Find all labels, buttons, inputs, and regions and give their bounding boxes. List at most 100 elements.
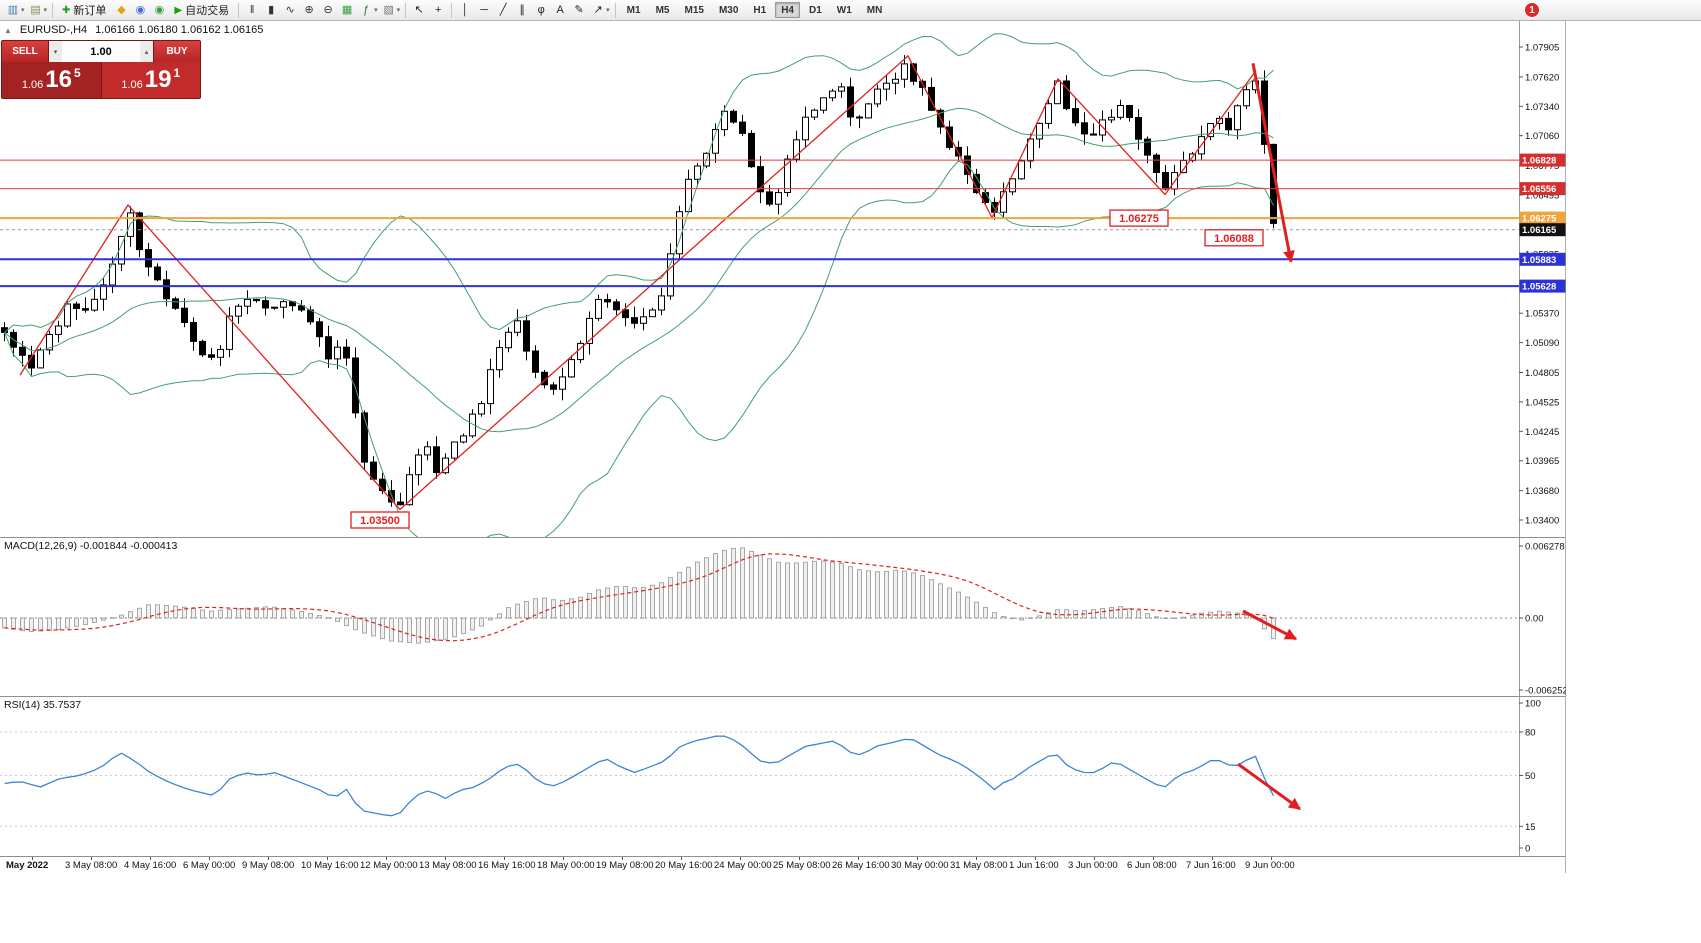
svg-text:1.07340: 1.07340 (1525, 102, 1559, 113)
buy-button[interactable]: BUY (154, 41, 200, 62)
label-icon[interactable]: ✎ (574, 3, 584, 16)
time-axis-label: 13 May 08:00 (419, 860, 477, 871)
volume-up-icon[interactable]: ▴ (140, 41, 153, 62)
trendline-icon[interactable]: ╱ (499, 3, 507, 16)
candlestick-type-icon[interactable]: ▮ (268, 3, 275, 16)
time-axis-label: 6 May 00:00 (183, 860, 236, 871)
time-axis-label: 26 May 16:00 (832, 860, 890, 871)
time-axis-tick (1212, 857, 1213, 860)
one-click-collapse-icon[interactable]: ▲ (4, 25, 12, 35)
macd-signal-line (4, 553, 1274, 642)
svg-text:1.07905: 1.07905 (1525, 43, 1559, 54)
svg-text:1.03500: 1.03500 (360, 515, 400, 527)
svg-text:1.04245: 1.04245 (1525, 427, 1559, 438)
time-axis-label: 9 Jun 00:00 (1245, 860, 1295, 871)
svg-text:1.06275: 1.06275 (1119, 213, 1159, 225)
macd-chart[interactable]: 0.006278 0.00 -0.006252 (0, 538, 1566, 696)
chart-window-eurusd-h4[interactable]: 1.079051.076201.073401.070601.067751.064… (0, 21, 1566, 873)
price-chart-panel[interactable]: 1.079051.076201.073401.070601.067751.064… (0, 21, 1566, 537)
zoom-out-icon[interactable]: ⊖ (323, 3, 333, 16)
time-axis-label: 24 May 00:00 (714, 860, 772, 871)
timeframe-m15[interactable]: M15 (684, 5, 704, 16)
line-chart-type-icon[interactable]: ∿ (285, 3, 295, 16)
volume-down-icon[interactable]: ▾ (49, 41, 62, 62)
svg-text:1.06556: 1.06556 (1522, 184, 1556, 195)
horizontal-line-icon[interactable]: ─ (480, 3, 489, 16)
buy-price-prefix: 1.06 (121, 78, 143, 91)
new-order-button-icon: ✚ (62, 4, 71, 16)
svg-text:100: 100 (1525, 699, 1541, 710)
svg-text:0.006278: 0.006278 (1525, 542, 1565, 553)
notification-badge[interactable]: 1 (1524, 2, 1540, 18)
volume-stepper[interactable]: ▾ ▴ (48, 41, 154, 62)
macd-panel[interactable]: 0.006278 0.00 -0.006252 MACD(12,26,9) -0.0… (0, 538, 1566, 696)
svg-text:1.07060: 1.07060 (1525, 131, 1559, 142)
text-icon[interactable]: A (556, 3, 564, 16)
vertical-line-icon[interactable]: │ (461, 3, 469, 16)
time-axis-tick (32, 857, 33, 860)
templates-icon[interactable]: ▧ (383, 3, 394, 16)
profiles-icon-dropdown[interactable]: ▾ (43, 7, 48, 14)
equidistant-channel-icon[interactable]: ∥ (519, 3, 525, 16)
sell-button[interactable]: SELL (2, 41, 48, 62)
bollinger-middle-band (4, 107, 1274, 433)
time-axis-tick (976, 857, 977, 860)
trend-arrow (1251, 63, 1295, 263)
indicators-icon-dropdown[interactable]: ▾ (374, 7, 378, 14)
svg-text:1.05883: 1.05883 (1522, 255, 1556, 266)
terminal-icon[interactable]: ◉ (154, 3, 165, 16)
autotrading-button[interactable]: ▶ 自动交易 (174, 4, 230, 18)
panel-divider[interactable] (0, 537, 1565, 538)
price-chart[interactable]: 1.079051.076201.073401.070601.067751.064… (0, 21, 1566, 537)
autotrading-button-icon: ▶ (174, 4, 183, 16)
time-axis-label: 3 May 08:00 (65, 860, 118, 871)
crosshair-icon[interactable]: + (434, 3, 442, 16)
timeframe-mn[interactable]: MN (866, 5, 883, 16)
svg-text:50: 50 (1525, 771, 1536, 782)
sell-price[interactable]: 1.06 16 5 (2, 62, 102, 98)
arrows-tool-icon[interactable]: ↗ (593, 3, 603, 16)
time-axis[interactable]: May 2022 3 May 08:00 4 May 16:00 6 May 00:0… (0, 856, 1565, 873)
toolbar-separator (405, 2, 407, 18)
time-axis-tick (858, 857, 859, 860)
tile-windows-icon[interactable]: ▦ (341, 3, 353, 16)
timeframe-m5[interactable]: M5 (655, 5, 670, 16)
new-chart-icon-dropdown[interactable]: ▾ (21, 7, 25, 14)
macd-label: MACD(12,26,9) -0.001844 -0.000413 (4, 540, 178, 552)
price-annotation: 1.06088 (1204, 229, 1264, 247)
cursor-icon[interactable]: ↖ (414, 3, 424, 16)
indicators-icon[interactable]: ƒ (363, 3, 370, 16)
timeframe-m30[interactable]: M30 (718, 5, 739, 16)
navigator-icon[interactable]: ◉ (135, 3, 146, 16)
timeframe-h4[interactable]: H4 (775, 2, 800, 18)
panel-divider[interactable] (0, 696, 1565, 697)
svg-text:80: 80 (1525, 728, 1536, 739)
market-watch-icon[interactable]: ◆ (117, 3, 126, 16)
timeframe-w1[interactable]: W1 (836, 5, 852, 16)
templates-icon-dropdown[interactable]: ▾ (396, 7, 401, 14)
main-toolbar: ▥ ▾ ▤ ▾ ✚ 新订单 ◆ ◉ ◉ ▶ 自动交易 ‖ ▮ ∿ ⊕ ⊖ ▦ ƒ ▾ ▧ ▾ ↖ + │ ─ ╱ ∥ φ A ✎ ↗ ▾ M1 M… (0, 0, 1701, 21)
time-axis-tick (740, 857, 741, 860)
svg-text:1.07620: 1.07620 (1525, 72, 1559, 83)
rsi-chart[interactable]: 100 80 50 15 0 (0, 697, 1566, 856)
time-axis-label: May 2022 (6, 860, 49, 871)
arrows-tool-icon-dropdown[interactable]: ▾ (606, 7, 610, 14)
time-axis-label: 30 May 00:00 (891, 860, 949, 871)
new-chart-icon[interactable]: ▥ (7, 3, 19, 16)
timeframe-d1[interactable]: D1 (808, 5, 822, 16)
bar-chart-type-icon[interactable]: ‖ (249, 3, 255, 16)
price-scale-badge (1519, 211, 1566, 225)
time-axis-tick (1035, 857, 1036, 860)
fibonacci-icon[interactable]: φ (537, 3, 545, 16)
timeframe-m1[interactable]: M1 (626, 5, 641, 16)
buy-price[interactable]: 1.06 19 1 (101, 62, 200, 98)
rsi-panel[interactable]: 100 80 50 15 0 RSI(14) 35.7537 (0, 697, 1565, 856)
timeframe-h1[interactable]: H1 (753, 5, 767, 16)
profiles-icon[interactable]: ▤ (30, 3, 41, 16)
zoom-in-icon[interactable]: ⊕ (304, 3, 314, 16)
time-axis-label: 12 May 00:00 (360, 860, 418, 871)
svg-text:0: 0 (1525, 844, 1530, 855)
new-order-button[interactable]: ✚ 新订单 (62, 4, 107, 18)
time-axis-tick (622, 857, 623, 860)
volume-input[interactable] (62, 41, 140, 62)
